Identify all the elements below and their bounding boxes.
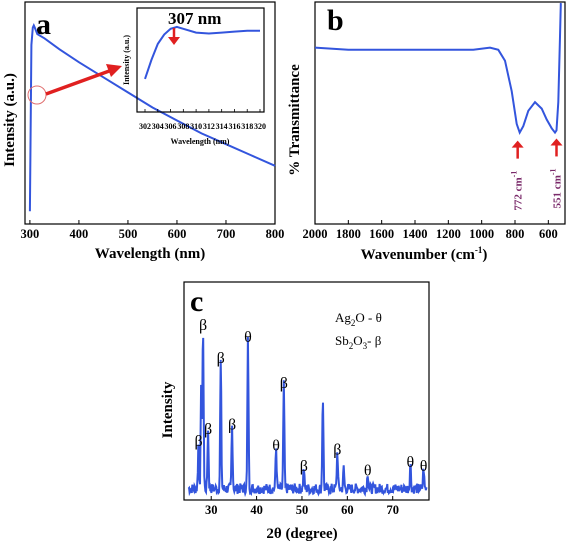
panel-c-x-tick-label: 70 [386,503,399,517]
legend-sb2o3-mid: O [353,333,362,348]
panel-a-inset-x-tick-label: 320 [254,122,266,131]
panel-b-band-label: 551 cm-1 [549,168,564,208]
panel-c-frame [183,281,430,501]
panel-a-zoom-arrow-head [106,64,122,77]
panel-b-x-tick-label: 1000 [469,227,494,241]
panel-a-x-tick-label: 300 [21,227,40,241]
panel-b-x-tick-label: 1600 [369,227,394,241]
panel-b-xlabel-sup: -1 [475,245,483,255]
panel-b-xlabel-main: Wavenumber (cm [361,247,476,263]
panel-c-peak-label: β [300,458,308,475]
panel-a-xticks: 300 400 500 600 700 800 [21,220,285,241]
legend-ag2o-mid: O [355,310,364,325]
panel-c-peak-label: β [228,417,236,434]
panel-b-xticks: 2000 1800 1600 1400 1200 1000 800 600 [303,220,558,241]
panel-b-band-arrow-head [511,140,524,148]
panel-a-inset-x-tick-label: 316 [228,122,240,131]
panel-b-band-label-sup: -1 [510,171,519,178]
panel-a-inset-x-tick-label: 310 [190,122,202,131]
panel-a-inset-x-tick-label: 304 [152,122,164,131]
panel-a-inset-ylabel: Intensity (a.u.) [122,35,131,85]
panel-a-inset-x-tick-label: 314 [216,122,228,131]
panel-b-xlabel-end: ) [482,247,487,263]
panel-c-peak-label: β [280,375,288,392]
panel-c-peak-label: θ [407,454,415,471]
panel-b-xlabel: Wavenumber (cm-1) [361,245,488,263]
panel-a-inset-x-tick-label: 306 [165,122,177,131]
panel-a-ylabel: Intensity (a.u.) [2,73,18,167]
legend-ag2o-sub1: 2 [351,318,356,328]
legend-entry-ag2o: Ag2O - θ [335,310,382,328]
legend-sb2o3-tail: - β [367,333,382,348]
panel-c-x-tick-label: 60 [341,503,354,517]
panel-a-zoom-arrow [45,68,113,96]
panel-a-inset-x-tick-label: 302 [139,122,151,131]
panel-c-xlabel: 2θ (degree) [266,526,337,542]
legend-ag2o-base: Ag [335,310,351,325]
panel-a-frame [24,1,276,225]
panel-c-legend: Ag2O - θ Sb2O3- β [335,310,382,351]
panel-a-inset-peak-label: 307 nm [168,9,221,28]
panel-b-series-line [314,3,562,136]
panel-a-x-tick-label: 700 [217,227,236,241]
panel-a-inset-peak-arrow-head [168,37,180,45]
legend-entry-sb2o3: Sb2O3- β [335,333,382,351]
panel-a-x-tick-label: 600 [168,227,187,241]
panel-c-peak-label: θ [364,462,372,479]
panel-b-x-tick-label: 800 [506,227,525,241]
legend-sb2o3-base: Sb [335,333,349,348]
panel-c-x-tick-label: 30 [205,503,218,517]
panel-c-peak-label: β [204,421,212,438]
panel-c-peak-label: θ [420,458,428,475]
panel-a-series-line [28,22,276,212]
panel-c-letter: c [190,285,203,318]
panel-c-peak-label: β [333,442,341,459]
panel-b-band-arrow-head [550,138,563,146]
panel-c-peak-label: θ [272,437,280,454]
panel-c-ylabel: Intensity [160,381,176,438]
panel-a: a 300 400 500 600 700 800 Wavelength (nm) Int… [2,1,285,262]
panel-b-x-tick-label: 2000 [303,227,328,241]
panel-b-band-label: 772 cm-1 [510,171,525,211]
panel-a-peak-circle [27,85,47,105]
panel-a-x-tick-label: 500 [119,227,138,241]
panel-a-xlabel: Wavelength (nm) [95,246,205,262]
panel-c-peak-label: β [217,350,225,367]
panel-b-x-tick-label: 1400 [403,227,428,241]
panel-a-inset-series-line [144,25,260,80]
legend-ag2o-tail: - θ [365,310,382,325]
panel-a-letter: a [36,8,51,41]
legend-sb2o3-sub2: 3 [363,341,368,351]
panel-a-inset-xlabel: Wavelength (nm) [171,137,230,146]
panel-b-x-tick-label: 1200 [436,227,461,241]
panel-a-inset-x-tick-label: 312 [203,122,215,131]
panel-c-peak-label: β [194,433,202,450]
panel-a-inset-x-tick-label: 318 [241,122,253,131]
panel-a-x-tick-label: 400 [70,227,89,241]
panel-b: b 2000 1800 1600 1400 1200 1000 800 600 Wavenum… [287,1,566,263]
panel-b-letter: b [327,4,344,37]
panel-a-x-tick-label: 800 [266,227,285,241]
panel-b-x-tick-label: 600 [539,227,558,241]
panel-b-band-label-sup: -1 [549,168,558,175]
panel-b-x-tick-label: 1800 [336,227,361,241]
panel-c-xticks: 30 40 50 60 70 [205,496,399,517]
panel-c: c 30 40 50 60 70 2θ (degree) Intensity βββββ… [160,281,430,542]
panel-c-peak-label: θ [244,329,252,346]
panel-b-frame [314,1,566,225]
panel-c-peak-label: β [199,317,207,334]
panel-c-series-line [187,336,428,498]
panel-b-band-label-text: 772 cm [513,177,525,210]
panel-c-x-tick-label: 50 [296,503,309,517]
panel-a-inset-x-tick-label: 308 [177,122,189,131]
panel-a-inset-frame [136,7,265,113]
panel-b-ylabel: % Transmittance [287,64,303,176]
panel-a-inset-xticks: 302 304 306 308 310 312 314 316 318 320 [139,109,266,131]
legend-sb2o3-sub1: 2 [349,341,354,351]
panel-b-band-label-text: 551 cm [552,175,564,208]
panel-c-x-tick-label: 40 [250,503,263,517]
